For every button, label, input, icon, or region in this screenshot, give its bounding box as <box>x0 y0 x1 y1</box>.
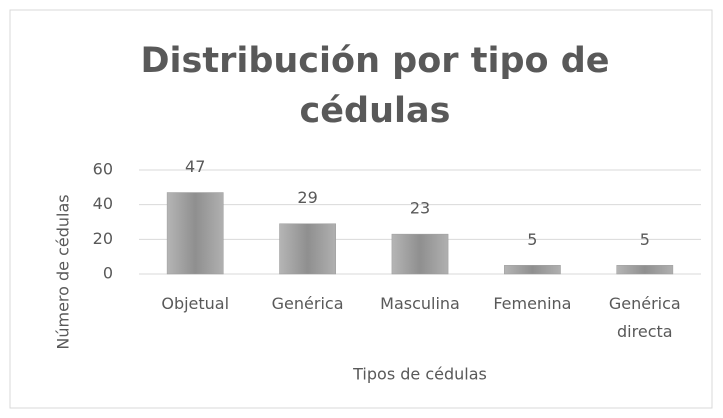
x-axis-title: Tipos de cédulas <box>352 365 487 384</box>
data-label: 5 <box>640 230 650 249</box>
y-tick-label: 20 <box>93 229 113 248</box>
bar <box>616 265 674 275</box>
x-tick-label: Masculina <box>380 294 460 313</box>
x-tick-label: Genérica directa <box>609 294 681 341</box>
data-label: 23 <box>410 199 430 218</box>
data-label: 29 <box>297 188 317 207</box>
bar <box>166 192 224 275</box>
data-label: 47 <box>185 157 205 176</box>
x-tick-label: Objetual <box>161 294 229 313</box>
y-axis-title: Número de cédulas <box>54 194 73 349</box>
chart-title: Distribución por tipo de cédulas <box>140 41 609 131</box>
bar <box>391 233 449 275</box>
x-tick-label: Femenina <box>493 294 571 313</box>
y-tick-label: 60 <box>93 160 113 179</box>
bar <box>279 223 336 275</box>
y-tick-label: 40 <box>93 194 113 213</box>
bar <box>504 265 561 275</box>
data-label: 5 <box>527 230 537 249</box>
y-tick-label: 0 <box>103 264 113 283</box>
chart-border <box>9 9 713 409</box>
x-tick-label: Genérica <box>272 294 344 313</box>
